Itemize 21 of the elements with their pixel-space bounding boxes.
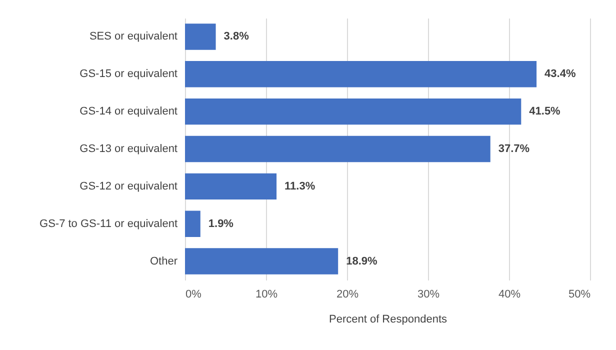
data-label: 43.4%	[544, 68, 576, 80]
y-tick-label: GS-12 or equivalent	[80, 180, 178, 192]
x-tick-label: 10%	[255, 288, 278, 300]
data-label: 3.8%	[224, 30, 250, 43]
data-label: 37.7%	[498, 143, 530, 155]
data-label: 11.3%	[284, 180, 316, 192]
y-tick-label: GS-7 to GS-11 or equivalent	[40, 218, 178, 230]
x-tick-label: 30%	[417, 288, 440, 300]
x-tick-label: 0%	[186, 288, 202, 300]
x-tick-label: 50%	[568, 288, 591, 300]
x-tick-label: 20%	[336, 288, 359, 300]
y-tick-label: Other	[150, 255, 178, 268]
data-label: 41.5%	[529, 106, 561, 118]
y-tick-label: GS-13 or equivalent	[80, 143, 178, 155]
y-tick-label: GS-15 or equivalent	[80, 68, 178, 80]
x-axis-title: Percent of Respondents	[328, 314, 448, 326]
y-tick-label: SES or equivalent	[89, 30, 178, 43]
data-label: 1.9%	[208, 218, 234, 230]
x-tick-label: 40%	[498, 288, 521, 300]
y-tick-label: GS-14 or equivalent	[80, 106, 178, 118]
data-label: 18.9%	[346, 255, 378, 268]
